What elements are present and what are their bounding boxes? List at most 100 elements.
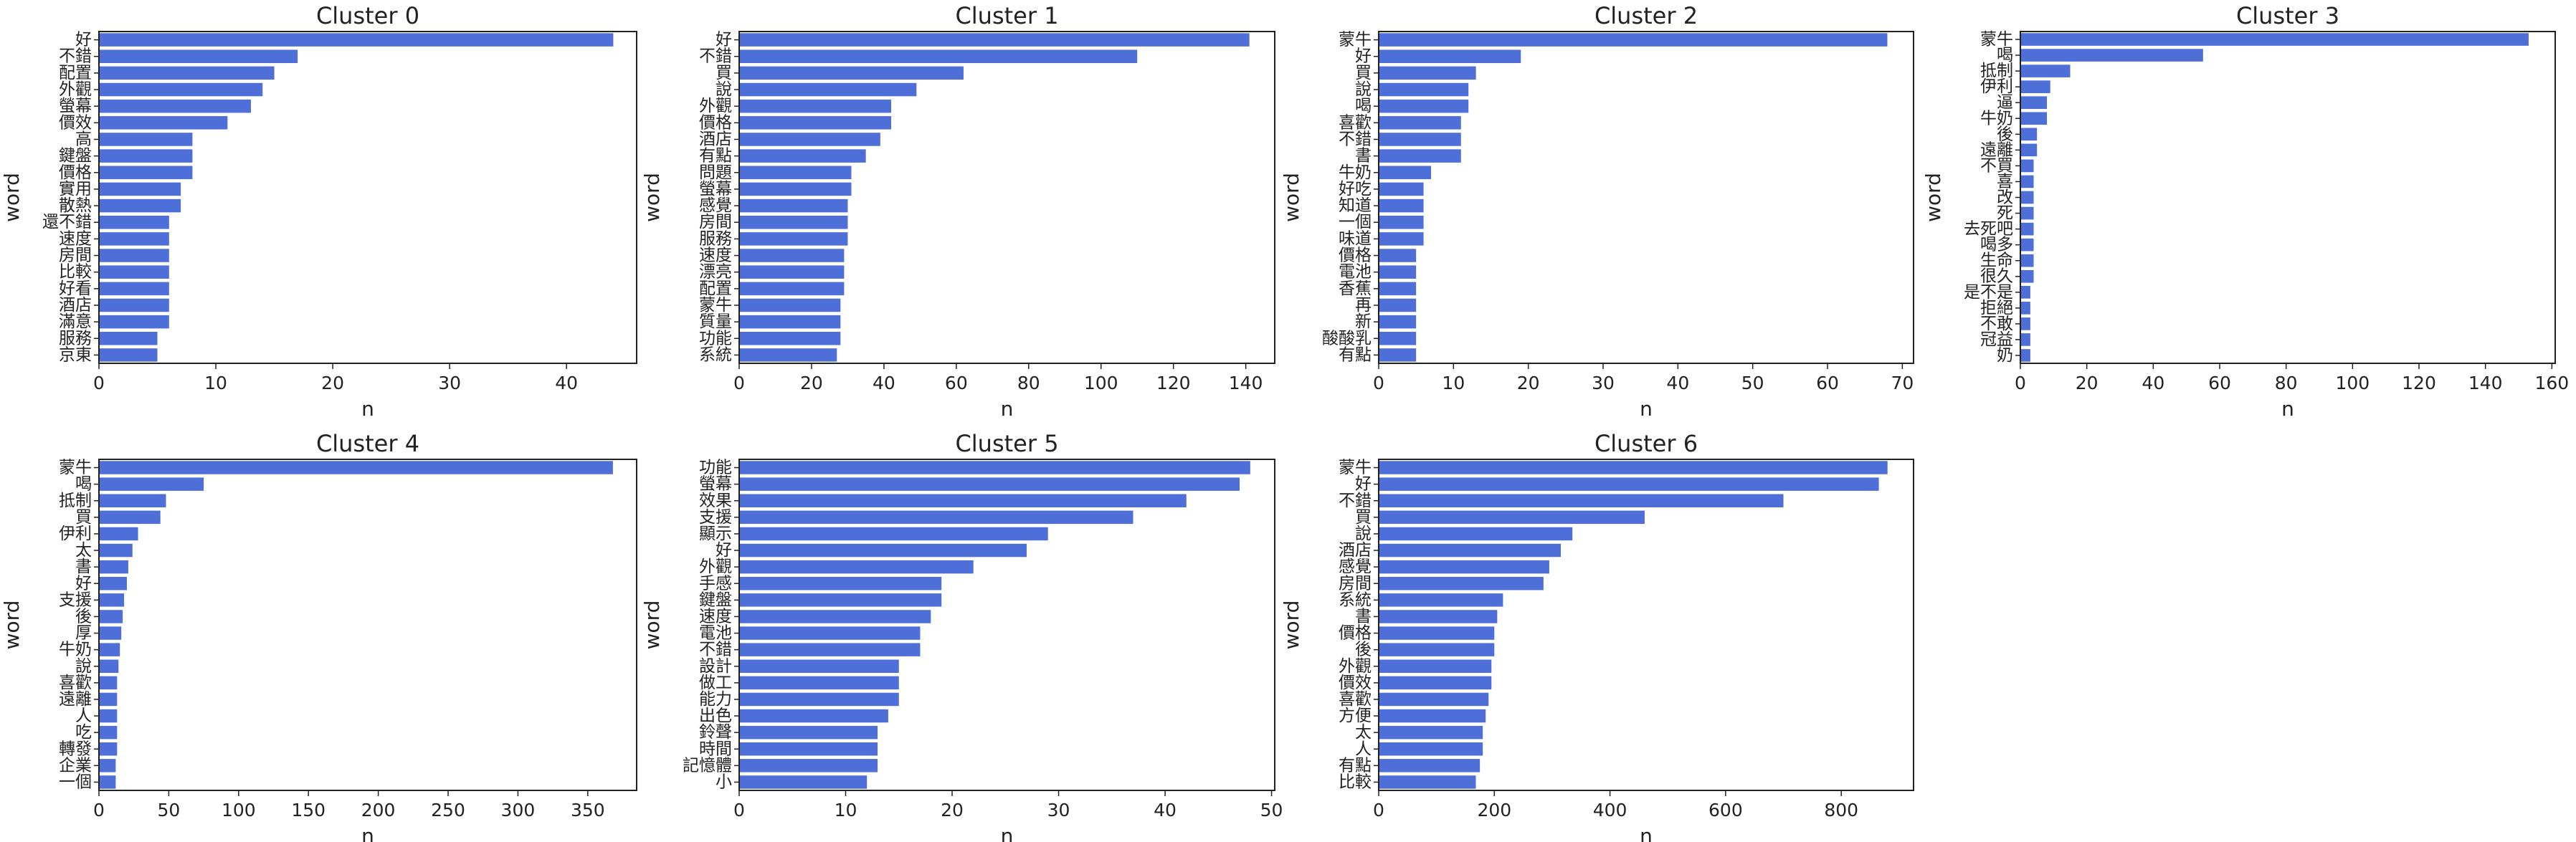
bar-遠離 (2020, 143, 2038, 157)
x-tick-label: 350 (571, 800, 605, 821)
x-tick-label: 60 (2208, 373, 2231, 393)
bar-漂亮 (739, 265, 845, 279)
category-label: 說 (716, 80, 732, 99)
category-label: 速度 (59, 229, 92, 248)
bar-一個 (1379, 215, 1424, 229)
bar-去死吧 (2020, 222, 2034, 236)
category-label: 喜歡 (1339, 690, 1372, 709)
x-tick-label: 300 (501, 800, 536, 821)
category-label: 感覺 (699, 196, 732, 215)
category-label: 說 (75, 657, 92, 676)
category-label: 功能 (699, 459, 732, 477)
category-label: 蒙牛 (1980, 30, 2013, 49)
bar-不錯 (99, 49, 298, 63)
category-label: 速度 (699, 247, 732, 265)
category-label: 好看 (59, 279, 92, 298)
bar-好看 (99, 282, 169, 296)
category-label: 不錯 (59, 47, 92, 66)
category-label: 伊利 (59, 525, 92, 543)
category-label: 太 (75, 541, 92, 560)
bar-不錯 (1379, 133, 1461, 146)
bar-價格 (99, 166, 193, 180)
category-label: 好吃 (1339, 180, 1372, 198)
category-label: 顯示 (699, 525, 732, 543)
category-label: 書 (1355, 147, 1372, 166)
category-label: 冠益 (1980, 330, 2013, 349)
bar-喜歡 (1379, 692, 1489, 707)
x-tick-label: 80 (2275, 373, 2298, 393)
x-axis-label: n (361, 397, 374, 421)
bar-轉發 (99, 742, 118, 756)
category-label: 房間 (699, 213, 732, 231)
category-label: 不錯 (1339, 130, 1372, 148)
bar-速度 (739, 249, 845, 262)
plot-frame (738, 459, 1275, 791)
bar-太 (1379, 725, 1483, 740)
category-label: 鈴聲 (699, 723, 732, 742)
x-tick-label: 50 (1741, 373, 1764, 393)
chart-cluster-0: 好不錯配置外觀螢幕價效高鍵盤價格實用散熱還不錯速度房間比較好看酒店滿意服務京東0… (0, 2, 637, 421)
category-label: 電池 (699, 624, 732, 643)
bar-比較 (1379, 775, 1476, 789)
bar-不錯 (739, 49, 1138, 63)
category-label: 酒店 (1339, 541, 1372, 560)
bar-買 (1379, 66, 1476, 80)
category-label: 價格 (699, 113, 732, 132)
category-label: 鍵盤 (699, 590, 732, 609)
x-tick-label: 0 (733, 800, 745, 821)
bar-吃 (99, 725, 118, 740)
chart-title: Cluster 1 (955, 2, 1058, 29)
bar-買 (739, 66, 964, 80)
bar-價格 (1379, 249, 1417, 262)
x-tick-label: 60 (945, 373, 968, 393)
bar-酒店 (1379, 543, 1562, 558)
bar-新 (1379, 315, 1417, 329)
y-axis-label: word (0, 173, 24, 222)
bar-伊利 (2020, 80, 2050, 93)
x-tick-label: 40 (873, 373, 895, 393)
category-label: 漂亮 (699, 263, 732, 282)
bar-有點 (1379, 759, 1481, 772)
category-label: 好 (716, 541, 732, 560)
bar-配置 (99, 66, 275, 80)
bar-質量 (739, 315, 841, 329)
x-axis-label: n (1001, 397, 1014, 421)
category-label: 好 (1355, 47, 1372, 66)
bar-房間 (99, 249, 169, 262)
bar-螢幕 (739, 477, 1240, 491)
category-label: 蒙牛 (1339, 31, 1372, 49)
category-label: 系統 (699, 345, 732, 364)
bar-有點 (739, 149, 866, 163)
category-label: 房間 (1339, 574, 1372, 593)
bar-功能 (739, 461, 1250, 474)
chart-title: Cluster 5 (955, 430, 1058, 457)
bar-遠離 (99, 692, 118, 707)
category-label: 一個 (59, 772, 92, 791)
category-label: 不買 (1980, 156, 2013, 175)
bar-功能 (739, 332, 841, 345)
bar-生命 (2020, 254, 2034, 267)
category-label: 不敢 (1980, 315, 2013, 333)
bar-房間 (739, 215, 848, 229)
x-tick-label: 10 (1442, 373, 1465, 393)
bar-香蕉 (1379, 282, 1417, 296)
bar-滿意 (99, 315, 169, 329)
category-label: 鍵盤 (59, 147, 92, 166)
x-tick-label: 100 (1084, 373, 1118, 393)
bar-喝 (99, 477, 204, 491)
x-axis-label: n (1640, 824, 1653, 842)
bar-蒙牛 (2020, 33, 2529, 46)
y-axis-label: word (640, 173, 664, 222)
x-axis-label: n (2281, 397, 2294, 421)
category-label: 買 (1355, 508, 1372, 527)
bar-好 (739, 33, 1250, 47)
bar-不買 (2020, 159, 2034, 173)
category-label: 酒店 (699, 130, 732, 148)
category-label: 太 (1355, 723, 1372, 742)
x-tick-label: 0 (93, 373, 105, 393)
bar-價效 (1379, 676, 1492, 690)
category-label: 牛奶 (1980, 109, 2013, 128)
category-label: 買 (716, 64, 732, 82)
